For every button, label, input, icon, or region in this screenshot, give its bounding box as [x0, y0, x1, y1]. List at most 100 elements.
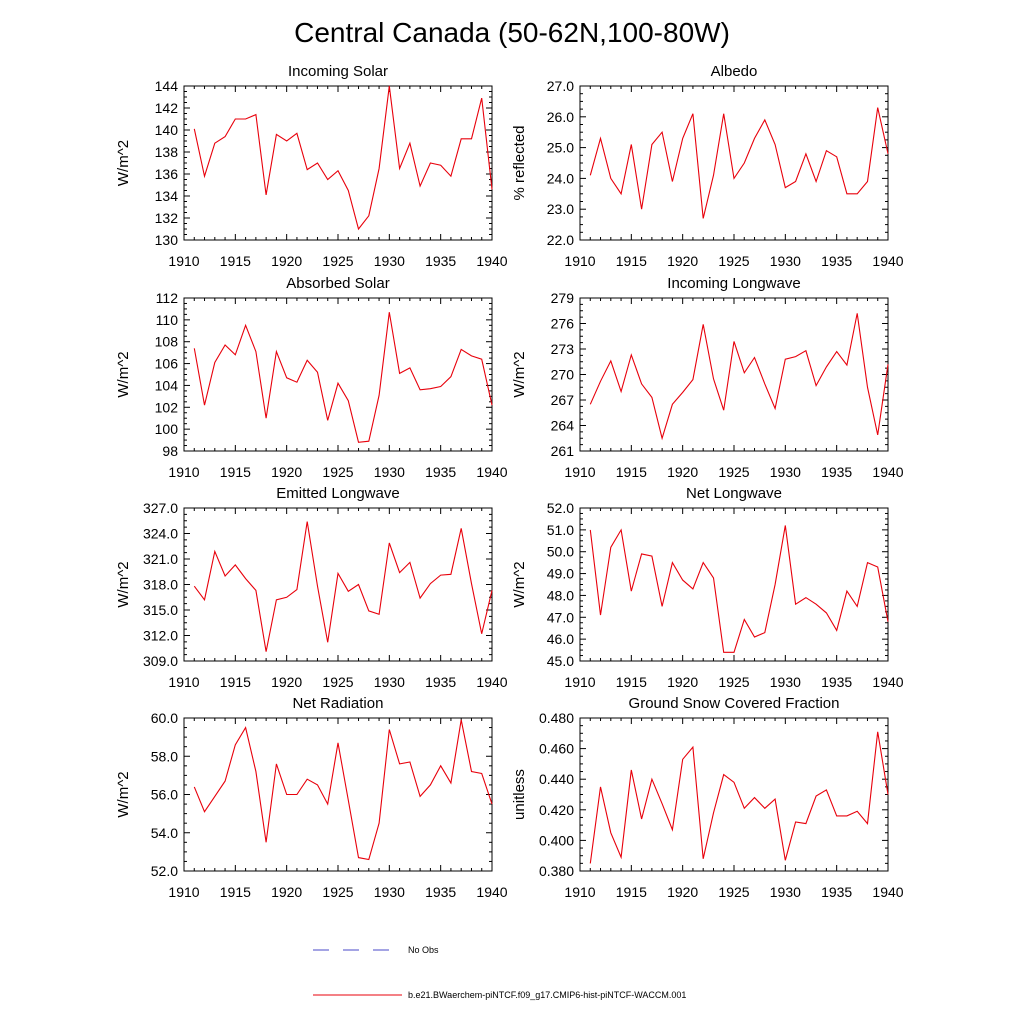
absorbed-solar-y-axis-label: W/m^2: [115, 351, 132, 397]
net-longwave-y-tick-label: 50.0: [547, 544, 574, 560]
incoming-longwave-y-tick-label: 276: [551, 316, 575, 332]
net-longwave-x-tick-label: 1920: [667, 674, 698, 690]
net-longwave-y-tick-label: 49.0: [547, 566, 574, 582]
net-longwave-title: Net Longwave: [686, 485, 782, 502]
incoming-solar-x-tick-label: 1910: [168, 253, 199, 269]
figure-title: Central Canada (50-62N,100-80W): [294, 17, 730, 48]
incoming-longwave-x-tick-label: 1925: [718, 464, 749, 480]
albedo-y-tick-label: 25.0: [547, 140, 574, 156]
ground-snow-covered-fraction-y-tick-label: 0.460: [539, 741, 574, 757]
ground-snow-covered-fraction-y-tick-label: 0.420: [539, 802, 574, 818]
net-longwave-y-tick-label: 47.0: [547, 609, 574, 625]
emitted-longwave-y-tick-label: 312.0: [143, 628, 178, 644]
net-radiation-x-tick-label: 1930: [374, 884, 405, 900]
ground-snow-covered-fraction-x-tick-label: 1920: [667, 884, 698, 900]
absorbed-solar-y-tick-label: 108: [155, 334, 179, 350]
panel-emitted-longwave: Emitted Longwave 1910 1915 1920 1925 1930 1935…: [115, 485, 508, 690]
incoming-solar-x-tick-label: 1920: [271, 253, 302, 269]
albedo-y-axis-label: % reflected: [511, 125, 528, 200]
panel-incoming-longwave: Incoming Longwave 1910 1915 1920 1925 1930 193…: [511, 275, 904, 480]
net-longwave-x-tick-label: 1935: [821, 674, 852, 690]
net-longwave-x-tick-label: 1940: [872, 674, 903, 690]
incoming-longwave-y-tick-label: 261: [551, 443, 575, 459]
incoming-longwave-y-axis-label: W/m^2: [511, 351, 528, 397]
incoming-solar-y-tick-label: 142: [155, 100, 179, 116]
net-longwave-y-axis-label: W/m^2: [511, 561, 528, 607]
net-longwave-series-line: [589, 525, 889, 653]
absorbed-solar-x-tick-label: 1935: [425, 464, 456, 480]
absorbed-solar-x-tick-label: 1940: [476, 464, 507, 480]
net-radiation-x-tick-label: 1910: [168, 884, 199, 900]
albedo-series-line: [589, 107, 889, 219]
albedo-x-tick-label: 1910: [564, 253, 595, 269]
net-radiation-series-line: [193, 719, 493, 861]
albedo-x-tick-label: 1915: [616, 253, 647, 269]
albedo-y-tick-label: 27.0: [547, 78, 574, 94]
net-radiation-y-tick-label: 60.0: [151, 710, 178, 726]
net-longwave-x-tick-label: 1910: [564, 674, 595, 690]
ground-snow-covered-fraction-x-tick-label: 1910: [564, 884, 595, 900]
incoming-longwave-x-tick-label: 1930: [770, 464, 801, 480]
emitted-longwave-y-tick-label: 327.0: [143, 500, 178, 516]
incoming-solar-y-axis-label: W/m^2: [115, 140, 132, 186]
incoming-solar-y-tick-label: 132: [155, 210, 179, 226]
albedo-title: Albedo: [711, 63, 758, 80]
panel-net-radiation: Net Radiation 1910 1915 1920 1925 1930 1935 194…: [115, 695, 508, 900]
albedo-x-tick-label: 1935: [821, 253, 852, 269]
ground-snow-covered-fraction-x-tick-label: 1925: [718, 884, 749, 900]
incoming-longwave-x-tick-label: 1920: [667, 464, 698, 480]
emitted-longwave-x-tick-label: 1935: [425, 674, 456, 690]
legend-no-obs-label: No Obs: [408, 945, 439, 955]
incoming-solar-y-tick-label: 144: [155, 78, 179, 94]
net-radiation-title: Net Radiation: [293, 695, 384, 712]
absorbed-solar-x-tick-label: 1910: [168, 464, 199, 480]
albedo-y-tick-label: 24.0: [547, 170, 574, 186]
absorbed-solar-y-tick-label: 106: [155, 356, 179, 372]
absorbed-solar-y-tick-label: 100: [155, 421, 179, 437]
incoming-solar-series-line: [193, 85, 493, 231]
incoming-solar-y-tick-label: 134: [155, 188, 179, 204]
ground-snow-covered-fraction-x-tick-label: 1930: [770, 884, 801, 900]
net-radiation-x-tick-label: 1915: [220, 884, 251, 900]
ground-snow-covered-fraction-x-tick-label: 1935: [821, 884, 852, 900]
absorbed-solar-y-tick-label: 110: [156, 312, 179, 328]
incoming-longwave-x-tick-label: 1910: [564, 464, 595, 480]
ground-snow-covered-fraction-y-tick-label: 0.480: [539, 710, 574, 726]
emitted-longwave-y-axis-label: W/m^2: [115, 561, 132, 607]
net-radiation-y-tick-label: 56.0: [151, 787, 178, 803]
albedo-x-tick-label: 1920: [667, 253, 698, 269]
incoming-longwave-y-tick-label: 267: [551, 392, 575, 408]
incoming-solar-y-tick-label: 136: [155, 166, 179, 182]
panel-absorbed-solar: Absorbed Solar 1910 1915 1920 1925 1930 1935 19…: [115, 275, 508, 480]
incoming-solar-y-tick-label: 138: [155, 144, 179, 160]
ground-snow-covered-fraction-series-line: [589, 731, 889, 864]
emitted-longwave-y-tick-label: 321.0: [143, 551, 178, 567]
net-radiation-x-tick-label: 1935: [425, 884, 456, 900]
net-radiation-y-tick-label: 54.0: [151, 825, 178, 841]
absorbed-solar-series-line: [193, 312, 493, 443]
incoming-longwave-x-tick-label: 1915: [616, 464, 647, 480]
albedo-x-tick-label: 1930: [770, 253, 801, 269]
ground-snow-covered-fraction-title: Ground Snow Covered Fraction: [629, 695, 840, 712]
chart-panels: Incoming Solar 1910 1915 1920 1925 1930 1935 19…: [115, 63, 904, 900]
albedo-y-tick-label: 23.0: [547, 201, 574, 217]
net-longwave-x-tick-label: 1925: [718, 674, 749, 690]
absorbed-solar-y-tick-label: 104: [155, 377, 179, 393]
net-radiation-y-tick-label: 58.0: [151, 748, 178, 764]
emitted-longwave-y-tick-label: 309.0: [143, 653, 178, 669]
legend-model-label: b.e21.BWaerchem-piNTCF.f09_g17.CMIP6-his…: [408, 990, 686, 1000]
emitted-longwave-x-tick-label: 1910: [168, 674, 199, 690]
incoming-solar-x-tick-label: 1935: [425, 253, 456, 269]
emitted-longwave-y-tick-label: 315.0: [143, 602, 178, 618]
net-longwave-y-tick-label: 46.0: [547, 631, 574, 647]
absorbed-solar-x-tick-label: 1925: [322, 464, 353, 480]
panel-albedo: Albedo 1910 1915 1920 1925 1930 1935 1940 22.0 23…: [511, 63, 904, 269]
albedo-x-tick-label: 1925: [718, 253, 749, 269]
net-longwave-y-tick-label: 52.0: [547, 500, 574, 516]
ground-snow-covered-fraction-y-axis-label: unitless: [511, 769, 528, 820]
absorbed-solar-y-tick-label: 98: [162, 443, 178, 459]
absorbed-solar-y-tick-label: 112: [156, 290, 179, 306]
incoming-longwave-x-tick-label: 1940: [872, 464, 903, 480]
net-radiation-y-axis-label: W/m^2: [115, 771, 132, 817]
